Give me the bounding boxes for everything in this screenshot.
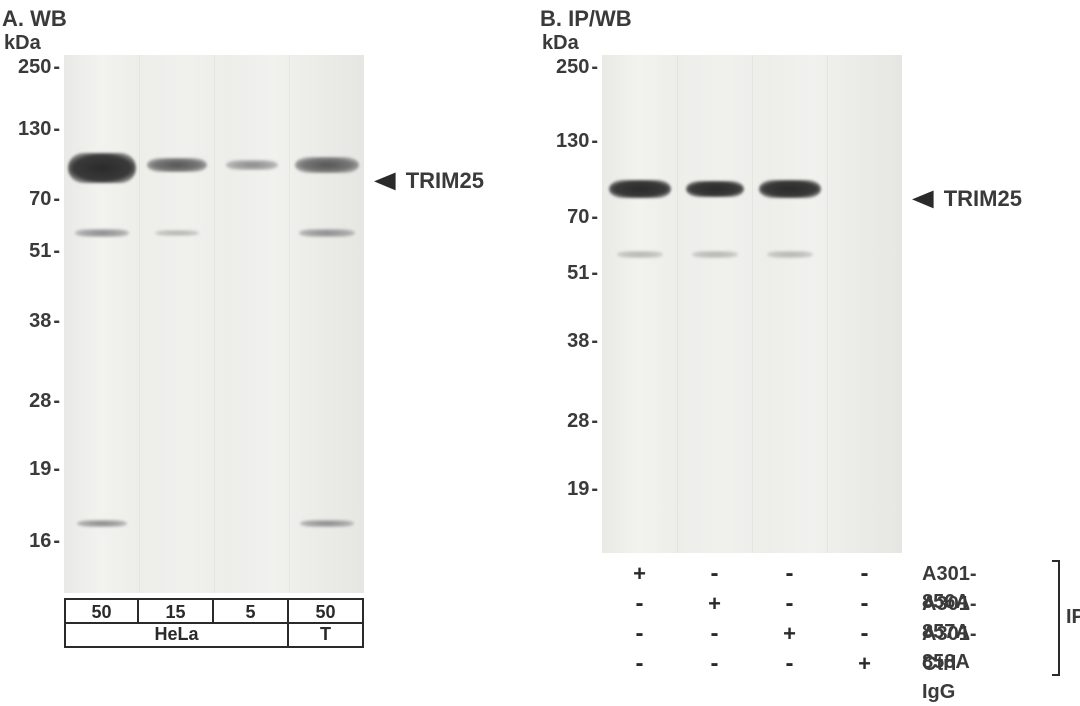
ip-mark: - xyxy=(677,650,752,678)
ip-mark: - xyxy=(677,560,752,588)
marker-a-16: 16 xyxy=(4,530,60,553)
band xyxy=(75,229,129,237)
marker-b-70: 70 xyxy=(542,206,598,229)
arrow-b-label: TRIM25 xyxy=(944,186,1022,212)
lane-sep xyxy=(289,55,290,593)
band xyxy=(77,520,127,527)
band xyxy=(617,251,663,258)
band xyxy=(759,180,821,198)
marker-a-70: 70 xyxy=(4,188,60,211)
arrow-left-icon: ◄ xyxy=(905,184,941,214)
ip-mark: - xyxy=(827,560,902,588)
band xyxy=(295,157,359,173)
lane-sep xyxy=(827,55,828,553)
ip-mark: - xyxy=(827,620,902,648)
lane-sep xyxy=(214,55,215,593)
ip-mark: - xyxy=(677,620,752,648)
panel-a-title: A. WB xyxy=(2,6,67,32)
ip-mark: - xyxy=(602,620,677,648)
ip-mark: + xyxy=(827,650,902,678)
band xyxy=(609,180,671,198)
marker-a-28: 28 xyxy=(4,390,60,413)
ip-bracket-label: IP xyxy=(1066,606,1080,629)
ip-mark: - xyxy=(752,650,827,678)
ip-mark: + xyxy=(752,620,827,648)
marker-a-51: 51 xyxy=(4,240,60,263)
ip-row-3: - - + - A301-858A xyxy=(602,620,902,648)
lane-sep xyxy=(677,55,678,553)
arrow-left-icon: ◄ xyxy=(367,166,403,196)
lane-sep xyxy=(139,55,140,593)
marker-b-28: 28 xyxy=(542,410,598,433)
group-hela: HeLa xyxy=(64,622,289,648)
arrow-a-label: TRIM25 xyxy=(406,168,484,194)
band xyxy=(147,158,207,172)
lane-a-2-value: 15 xyxy=(137,598,214,624)
band xyxy=(767,251,813,258)
ip-ctrl-igg: Ctrl IgG xyxy=(922,650,956,706)
ip-mark: - xyxy=(752,590,827,618)
ip-mark: + xyxy=(677,590,752,618)
marker-a-38: 38 xyxy=(4,310,60,333)
ip-mark: - xyxy=(602,590,677,618)
panel-a-kda-label: kDa xyxy=(4,32,41,55)
marker-a-130: 130 xyxy=(4,118,60,141)
ip-bracket xyxy=(1052,560,1060,676)
ip-mark: + xyxy=(602,560,677,588)
blot-b-container xyxy=(602,55,902,553)
ip-mark: - xyxy=(752,560,827,588)
band xyxy=(692,251,738,258)
lane-a-1-value: 50 xyxy=(64,598,139,624)
blot-a-container xyxy=(64,55,364,593)
lane-a-4-value: 50 xyxy=(287,598,364,624)
ip-mark: - xyxy=(827,590,902,618)
band xyxy=(686,181,744,197)
lane-sep xyxy=(752,55,753,553)
band xyxy=(299,229,355,237)
ip-row-1: + - - - A301-856A xyxy=(602,560,902,588)
band xyxy=(68,153,136,183)
group-t: T xyxy=(287,622,364,648)
marker-a-250: 250 xyxy=(4,56,60,79)
band xyxy=(300,520,354,527)
marker-b-38: 38 xyxy=(542,330,598,353)
trim25-arrow-b: ◄ TRIM25 xyxy=(908,184,1022,214)
ip-row-2: - + - - A301-857A xyxy=(602,590,902,618)
marker-a-19: 19 xyxy=(4,458,60,481)
panel-b-kda-label: kDa xyxy=(542,32,579,55)
band xyxy=(226,160,278,170)
blot-a xyxy=(64,55,364,593)
ip-row-4: - - - + Ctrl IgG xyxy=(602,650,902,678)
marker-b-51: 51 xyxy=(542,262,598,285)
lane-a-3-value: 5 xyxy=(212,598,289,624)
band xyxy=(155,230,199,236)
marker-b-19: 19 xyxy=(542,478,598,501)
trim25-arrow-a: ◄ TRIM25 xyxy=(370,166,484,196)
blot-b xyxy=(602,55,902,553)
marker-b-130: 130 xyxy=(542,130,598,153)
ip-mark: - xyxy=(602,650,677,678)
marker-b-250: 250 xyxy=(542,56,598,79)
panel-b-title: B. IP/WB xyxy=(540,6,632,32)
